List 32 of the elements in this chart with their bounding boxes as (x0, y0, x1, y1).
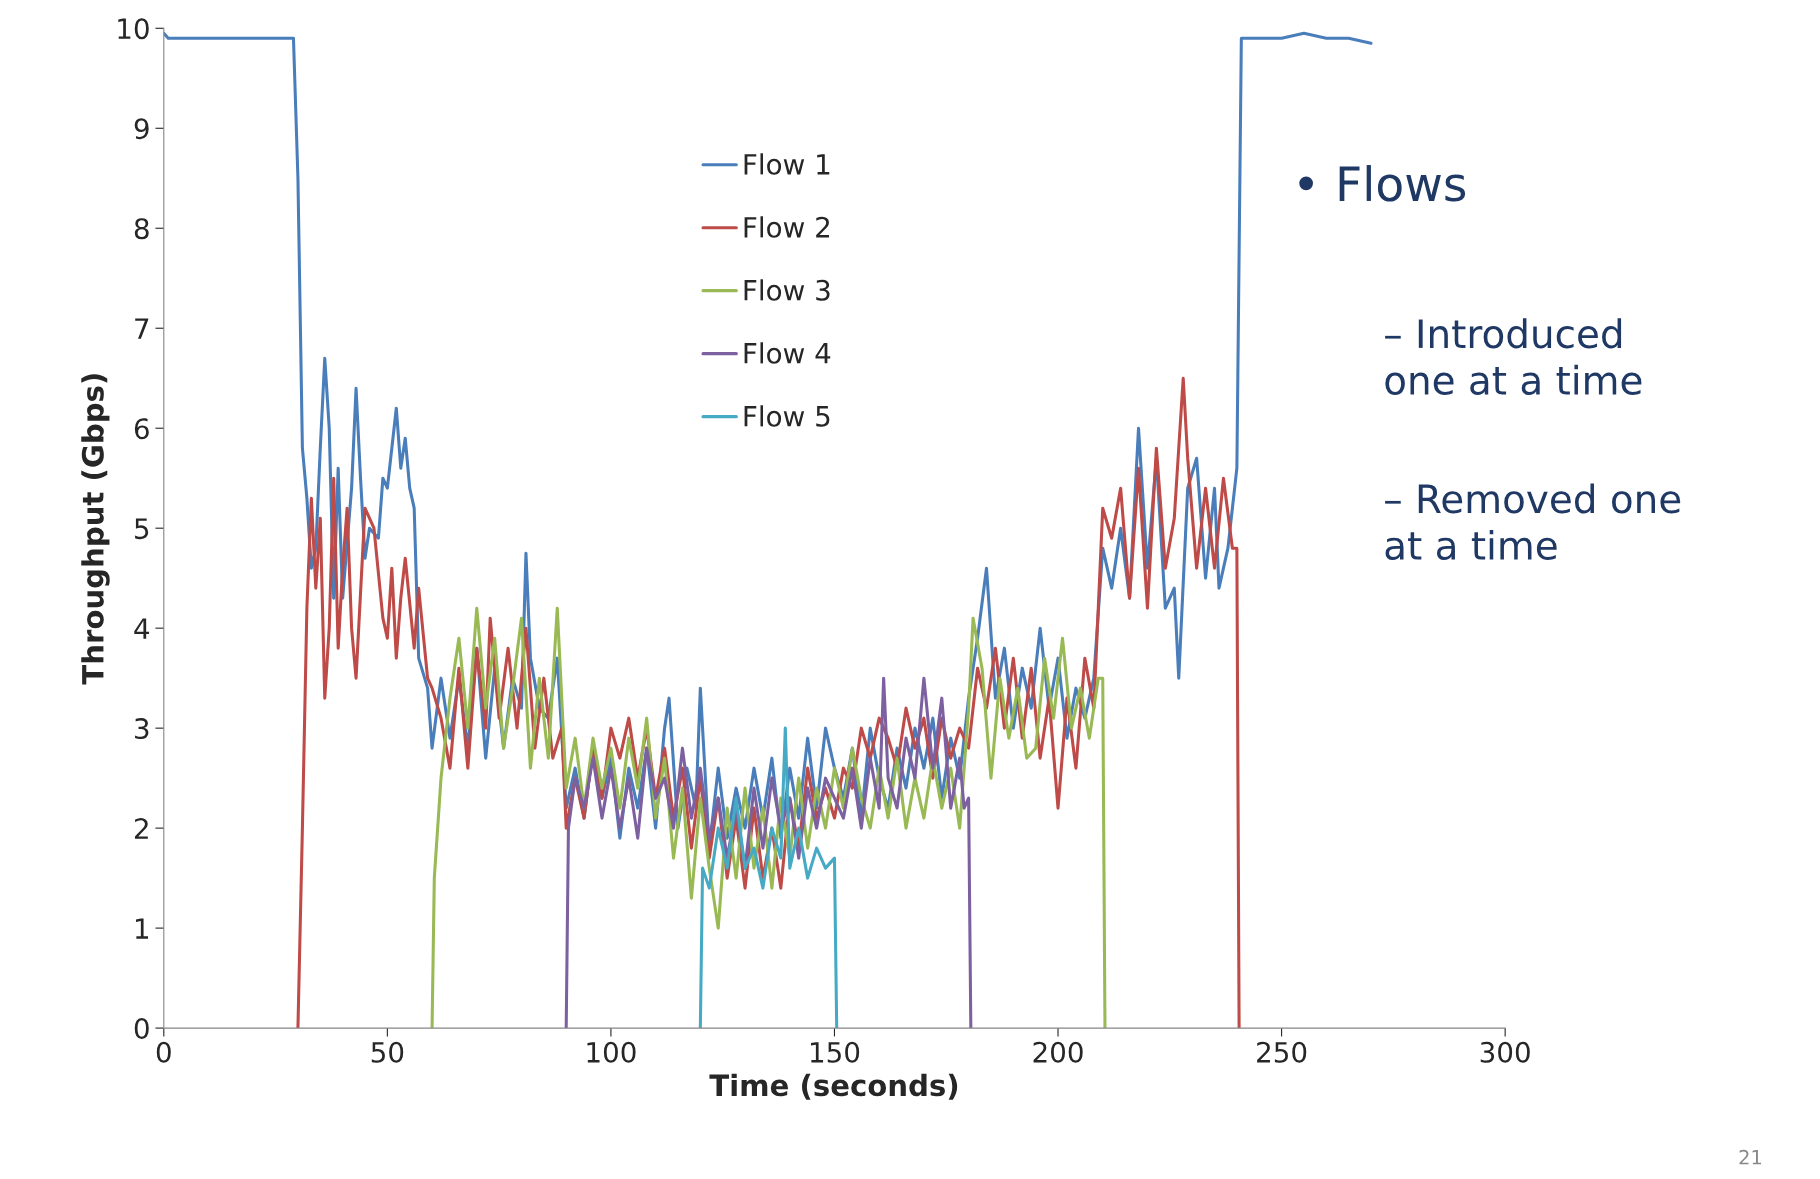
x-axis-title: Time (seconds) (709, 1073, 958, 1100)
y-tick-label: 3 (135, 718, 149, 740)
y-tick-label: 7 (135, 318, 149, 339)
annotation: – Introduced one at a time (1385, 318, 1642, 395)
y-tick-label: 2 (134, 818, 148, 839)
x-tick-label: 250 (1257, 1041, 1307, 1063)
y-axis-title: Throughput (Gbps) (81, 374, 110, 685)
annotation: • Flows (1299, 165, 1466, 202)
y-tick-label: 6 (134, 418, 149, 440)
legend-label: Flow 5 (744, 405, 830, 427)
x-tick-label: 50 (371, 1041, 404, 1063)
y-tick-label: 0 (134, 1018, 149, 1040)
annotation: – Removed one at a time (1385, 483, 1681, 560)
x-tick-label: 300 (1480, 1041, 1530, 1063)
x-tick-label: 150 (811, 1041, 860, 1063)
x-tick-label: 0 (156, 1041, 171, 1063)
legend-label: Flow 4 (744, 342, 831, 364)
y-tick-label: 4 (134, 618, 150, 639)
line-series (698, 726, 839, 1029)
x-tick-label: 200 (1033, 1041, 1083, 1063)
legend-label: Flow 1 (744, 153, 830, 175)
y-tick-label: 8 (134, 218, 149, 240)
y-tick-label: 9 (134, 118, 149, 140)
line-series (564, 676, 973, 1029)
y-tick-label: 10 (118, 18, 149, 40)
x-tick-label: 100 (587, 1041, 636, 1063)
y-tick-label: 5 (135, 518, 149, 540)
legend-label: Flow 2 (744, 216, 830, 238)
text: 21 (1739, 1149, 1762, 1165)
y-tick-label: 1 (135, 918, 149, 939)
line-series (430, 606, 1107, 1029)
legend-label: Flow 3 (744, 279, 830, 301)
